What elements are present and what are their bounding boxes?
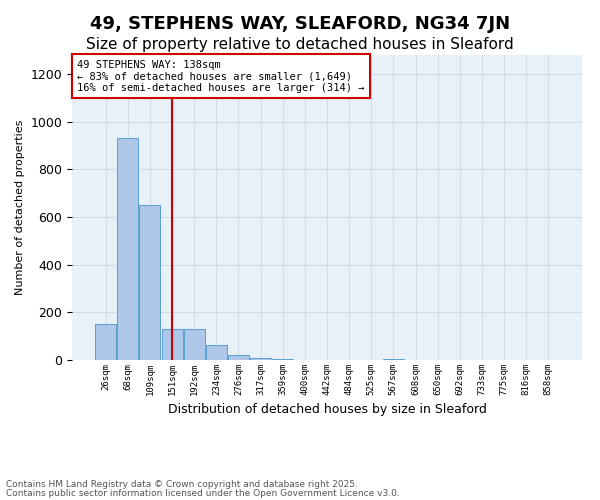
Bar (272, 359, 293, 360)
Text: Contains public sector information licensed under the Open Government Licence v3: Contains public sector information licen… (6, 488, 400, 498)
Bar (95, 324, 116, 360)
Bar (383, 359, 404, 360)
Text: Contains HM Land Registry data © Crown copyright and database right 2025.: Contains HM Land Registry data © Crown c… (6, 480, 358, 489)
Bar (139, 205, 160, 360)
Text: 49, STEPHENS WAY, SLEAFORD, NG34 7JN: 49, STEPHENS WAY, SLEAFORD, NG34 7JN (90, 15, 510, 33)
Bar (228, 355, 249, 360)
Y-axis label: Number of detached properties: Number of detached properties (15, 120, 25, 295)
Bar (161, 329, 182, 360)
Bar (118, 138, 139, 360)
Bar (184, 329, 205, 360)
Text: Size of property relative to detached houses in Sleaford: Size of property relative to detached ho… (86, 38, 514, 52)
Bar (250, 358, 271, 360)
Text: 49 STEPHENS WAY: 138sqm
← 83% of detached houses are smaller (1,649)
16% of semi: 49 STEPHENS WAY: 138sqm ← 83% of detache… (77, 60, 365, 93)
Bar (206, 344, 227, 360)
X-axis label: Distribution of detached houses by size in Sleaford: Distribution of detached houses by size … (167, 404, 487, 416)
